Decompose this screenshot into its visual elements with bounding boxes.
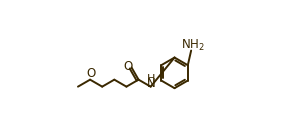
Text: O: O [86, 67, 95, 80]
Text: H: H [147, 74, 156, 84]
Text: NH$_2$: NH$_2$ [181, 38, 204, 53]
Text: N: N [147, 78, 156, 90]
Text: O: O [124, 60, 133, 73]
